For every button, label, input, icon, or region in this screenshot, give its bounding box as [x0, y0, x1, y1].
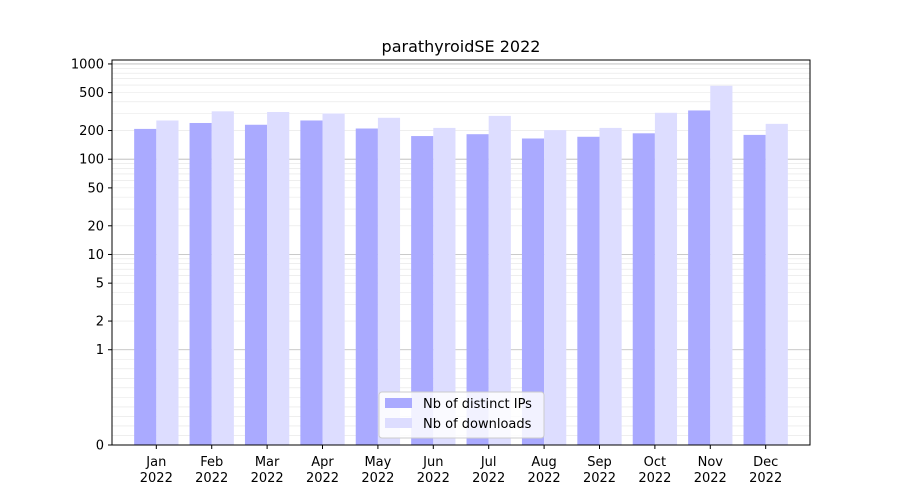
- y-tick-label: 1: [96, 343, 104, 358]
- bar-downloads: [599, 127, 622, 445]
- x-tick-label: May 2022: [361, 455, 394, 486]
- y-axis: 0 1 2 5 10 20 50 100 200 500 1000: [71, 57, 112, 454]
- bar-distinct-ips: [743, 134, 766, 445]
- x-tick-label: Mar 2022: [251, 455, 284, 486]
- bar-downloads: [267, 111, 290, 445]
- x-tick-label: Jan 2022: [140, 455, 173, 486]
- bar-downloads: [322, 113, 345, 446]
- bar-downloads: [433, 127, 456, 445]
- bar-downloads: [765, 123, 788, 446]
- legend-label: Nb of downloads: [423, 417, 532, 432]
- bars: [134, 85, 788, 446]
- bar-distinct-ips: [355, 128, 378, 445]
- bar-distinct-ips: [632, 133, 655, 445]
- x-tick-label: Jul 2022: [472, 455, 505, 486]
- x-tick-label: Dec 2022: [749, 455, 782, 486]
- legend-swatch: [385, 418, 412, 428]
- legend: Nb of distinct IPs Nb of downloads: [378, 391, 545, 439]
- legend-label: Nb of distinct IPs: [423, 397, 532, 412]
- y-tick-label: 1000: [71, 57, 104, 72]
- bar-distinct-ips: [189, 122, 212, 446]
- bar-distinct-ips: [300, 120, 323, 446]
- bar-distinct-ips: [521, 138, 545, 445]
- bar-downloads: [544, 130, 567, 445]
- x-tick-label: Oct 2022: [638, 455, 671, 486]
- y-tick-label: 20: [87, 219, 104, 234]
- x-tick-label: Jun 2022: [417, 455, 450, 486]
- y-tick-label: 100: [79, 153, 104, 168]
- bar-downloads: [377, 117, 401, 445]
- bar-downloads: [710, 85, 733, 446]
- bar-distinct-ips: [466, 134, 489, 445]
- x-tick-label: Apr 2022: [306, 455, 339, 486]
- chart-title: parathyroidSE 2022: [382, 37, 541, 56]
- bar-distinct-ips: [244, 124, 268, 446]
- y-tick-label: 5: [96, 277, 104, 292]
- y-tick-label: 200: [79, 124, 104, 139]
- legend-box: [378, 391, 545, 439]
- bar-distinct-ips: [411, 136, 434, 445]
- x-tick-label: Feb 2022: [195, 455, 228, 486]
- x-tick-label: Aug 2022: [528, 455, 561, 486]
- plot-frame: [111, 59, 811, 446]
- x-tick-label: Sep 2022: [583, 455, 616, 486]
- x-axis: Jan 2022 Feb 2022 Mar 2022 Apr 2022 May 2022 Jun 20…: [140, 445, 782, 486]
- y-tick-label: 10: [87, 248, 104, 263]
- y-tick-label: 500: [79, 86, 104, 101]
- bar-distinct-ips: [688, 110, 711, 446]
- x-tick-label: Nov 2022: [694, 455, 727, 486]
- bar-distinct-ips: [577, 136, 600, 445]
- bar-distinct-ips: [134, 128, 157, 445]
- y-tick-label: 0: [96, 439, 104, 454]
- y-tick-label: 2: [96, 315, 104, 330]
- y-tick-label: 50: [87, 181, 104, 196]
- bar-downloads: [211, 111, 234, 445]
- bar-downloads: [654, 112, 678, 445]
- legend-swatch: [385, 398, 412, 408]
- bar-downloads: [156, 120, 179, 446]
- bar-downloads: [488, 115, 511, 445]
